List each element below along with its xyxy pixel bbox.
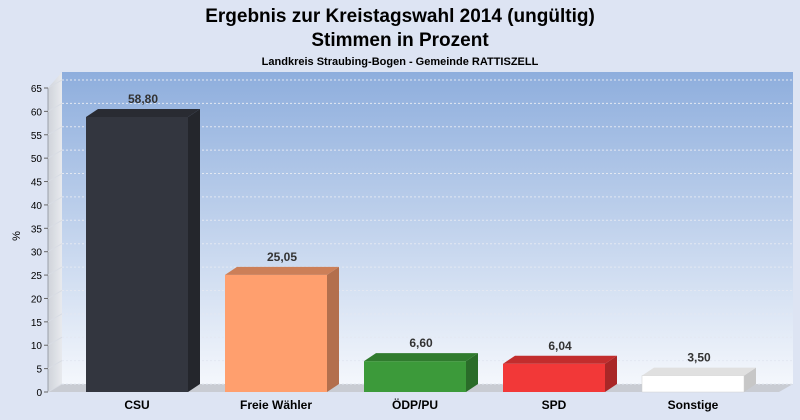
grid-line-side	[47, 196, 63, 206]
bar-side	[744, 367, 756, 392]
y-tick-label: 25	[31, 271, 43, 282]
chart-subtitle: Landkreis Straubing-Bogen - Gemeinde RAT…	[262, 56, 539, 68]
data-label: 3,50	[687, 351, 711, 365]
grid-line-side	[47, 336, 63, 346]
bar-sonstige	[641, 375, 745, 393]
grid-line-side	[47, 102, 63, 112]
grid-line-side	[47, 266, 63, 276]
x-tick-label: Freie Wähler	[240, 398, 312, 412]
bars: 58,80 CSU 25,05 Freie Wähler 6,60 ÖDP/PU 6,04 S…	[86, 92, 756, 412]
y-axis-label: %	[11, 231, 23, 241]
y-tick-label: 45	[31, 178, 43, 189]
grid-line-side	[47, 126, 63, 136]
bar-side	[327, 266, 339, 392]
data-label: 6,04	[548, 339, 572, 353]
y-tick-label: 50	[31, 154, 43, 165]
grid-line-side	[47, 383, 63, 393]
x-tick-label: CSU	[124, 398, 149, 412]
chart-title-line2: Stimmen in Prozent	[311, 30, 489, 51]
grid-line-side	[47, 79, 63, 89]
grid-line-side	[47, 173, 63, 182]
bar-top	[364, 353, 478, 362]
bar-spd	[503, 363, 605, 392]
x-tick-label: ÖDP/PU	[392, 397, 438, 412]
y-tick-label: 20	[31, 294, 43, 305]
grid-line-side	[47, 219, 63, 229]
y-tick-label: 35	[31, 224, 43, 235]
y-tick-label: 0	[36, 388, 42, 399]
x-tick-label: Sonstige	[668, 398, 719, 412]
bar-top	[225, 266, 339, 275]
bar-side	[188, 108, 200, 393]
bar-side	[466, 353, 478, 392]
y-tick-label: 5	[36, 365, 42, 376]
data-label: 6,60	[409, 336, 433, 350]
chart-title: Ergebnis zur Kreistagswahl 2014 (ungülti…	[205, 6, 595, 27]
y-tick-label: 30	[31, 248, 43, 259]
grid-line-side	[47, 243, 63, 253]
bar-top	[642, 367, 756, 376]
y-tick-label: 60	[31, 107, 43, 118]
bar-ödp-pu	[364, 361, 466, 392]
grid-line-side	[47, 313, 63, 323]
bar-top	[503, 355, 617, 364]
y-tick-label: 55	[31, 131, 43, 142]
grid-line-side	[47, 149, 63, 159]
bar-side	[605, 355, 617, 392]
bar-csu	[86, 116, 188, 393]
y-tick-label: 65	[31, 84, 43, 95]
bar-freie-wähler	[225, 274, 327, 392]
data-label: 25,05	[267, 250, 297, 264]
y-tick-label: 15	[31, 318, 43, 329]
x-tick-label: SPD	[542, 398, 567, 412]
y-tick-label: 10	[31, 341, 43, 352]
y-tick-label: 40	[31, 201, 43, 212]
bar-top	[86, 108, 200, 117]
data-label: 58,80	[128, 92, 158, 106]
y-tick-labels: 0 5 10 15 20 25 30 35 40 45 50 55 60 65	[31, 84, 48, 399]
grid-line-side	[47, 360, 63, 370]
grid-line-side	[47, 290, 63, 299]
